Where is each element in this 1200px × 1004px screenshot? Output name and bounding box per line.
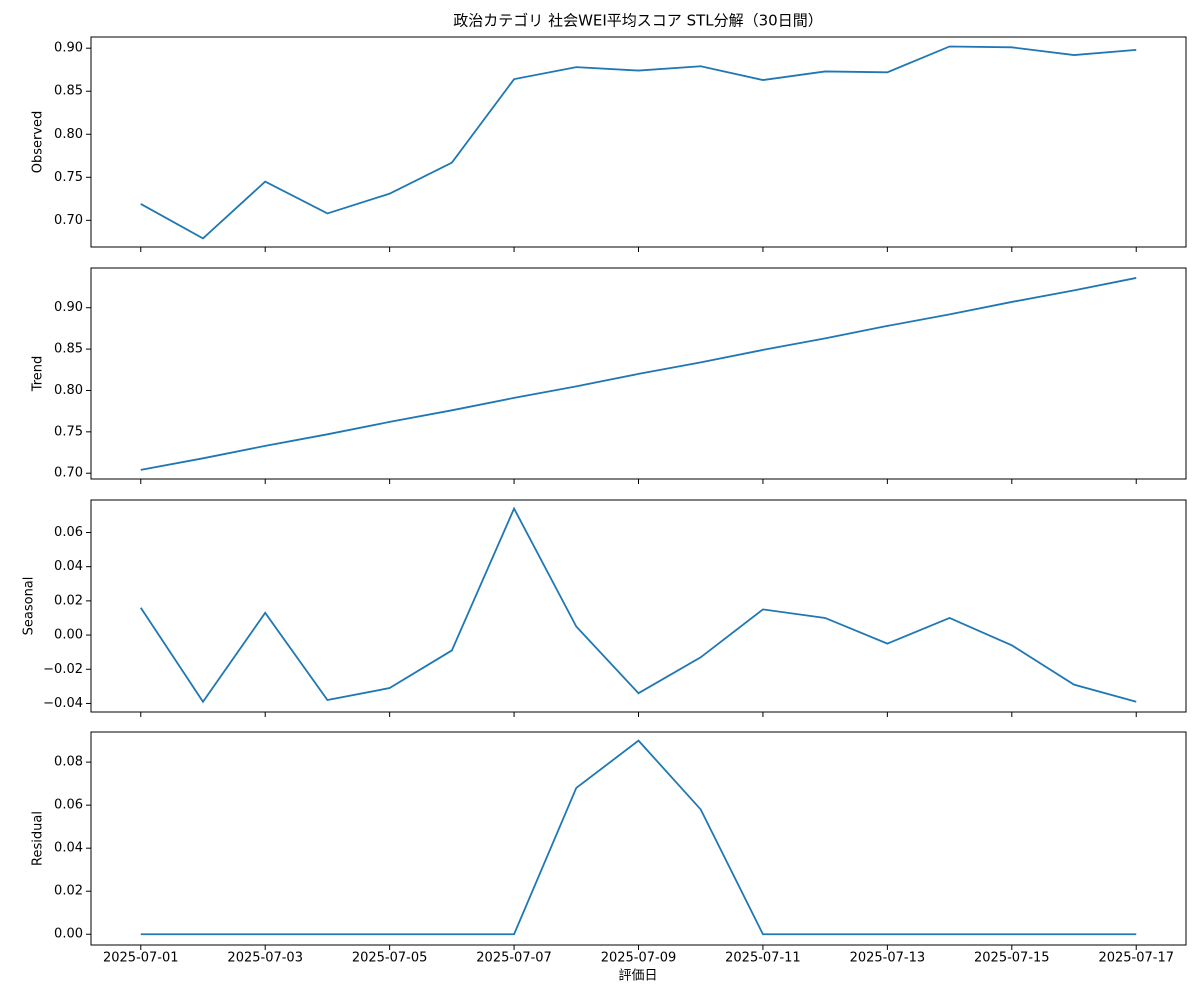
y-tick-label: 0.02 bbox=[54, 593, 83, 608]
y-tick-label: 0.70 bbox=[54, 213, 83, 228]
y-tick-label: 0.00 bbox=[54, 628, 83, 643]
x-axis-label: 評価日 bbox=[618, 969, 657, 984]
chart-title: 政治カテゴリ 社会WEI平均スコア STL分解（30日間） bbox=[453, 12, 822, 30]
y-tick-label: 0.08 bbox=[54, 755, 83, 770]
x-tick-label: 2025-07-03 bbox=[227, 951, 303, 966]
y-tick-label: 0.75 bbox=[54, 424, 83, 439]
x-tick-label: 2025-07-13 bbox=[850, 951, 926, 966]
y-tick-label: 0.90 bbox=[54, 41, 83, 56]
x-tick-label: 2025-07-09 bbox=[601, 951, 677, 966]
y-tick-label: 0.04 bbox=[54, 559, 83, 574]
y-tick-label: 0.04 bbox=[54, 841, 83, 856]
data-line bbox=[140, 506, 1137, 704]
plot-frame bbox=[90, 36, 1187, 248]
y-axis-label: Seasonal bbox=[22, 577, 37, 636]
y-tick-label: 0.70 bbox=[54, 466, 83, 481]
y-tick-label: 0.06 bbox=[54, 525, 83, 540]
x-tick-label: 2025-07-07 bbox=[476, 951, 552, 966]
x-tick-label: 2025-07-15 bbox=[974, 951, 1050, 966]
plot-frame bbox=[90, 267, 1187, 480]
plot-frame bbox=[90, 731, 1187, 946]
y-tick-label: 0.85 bbox=[54, 342, 83, 357]
y-axis-label: Observed bbox=[31, 111, 46, 174]
x-tick-label: 2025-07-05 bbox=[352, 951, 428, 966]
y-tick-label: 0.75 bbox=[54, 170, 83, 185]
y-tick-label: 0.80 bbox=[54, 127, 83, 142]
y-tick-label: 0.02 bbox=[54, 884, 83, 899]
x-tick-label: 2025-07-11 bbox=[725, 951, 801, 966]
data-line bbox=[140, 45, 1137, 240]
x-tick-label: 2025-07-01 bbox=[103, 951, 179, 966]
data-line bbox=[140, 277, 1137, 471]
y-tick-label: 0.90 bbox=[54, 300, 83, 315]
y-tick-label: 0.80 bbox=[54, 383, 83, 398]
data-line bbox=[140, 739, 1137, 936]
y-tick-label: 0.00 bbox=[54, 927, 83, 942]
y-tick-label: 0.06 bbox=[54, 798, 83, 813]
y-axis-label: Trend bbox=[31, 356, 46, 393]
x-tick-label: 2025-07-17 bbox=[1098, 951, 1174, 966]
plot-frame bbox=[90, 499, 1187, 713]
y-tick-label: −0.04 bbox=[43, 696, 83, 711]
y-tick-label: 0.85 bbox=[54, 84, 83, 99]
y-axis-label: Residual bbox=[31, 811, 46, 866]
y-tick-label: −0.02 bbox=[43, 662, 83, 677]
